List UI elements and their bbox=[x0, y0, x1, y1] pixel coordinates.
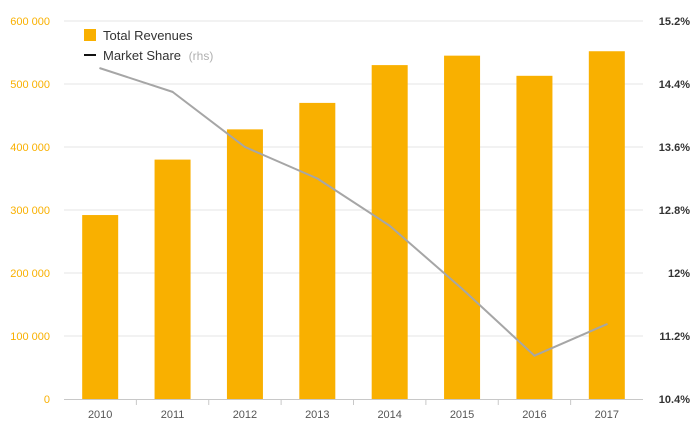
y-right-tick-label-1: 11.2% bbox=[659, 331, 690, 343]
y-left-tick-label-3: 300 000 bbox=[10, 205, 50, 217]
x-tick-label-2010: 2010 bbox=[88, 409, 112, 421]
market-share-point-2011 bbox=[171, 90, 174, 93]
y-left-tick-label-2: 200 000 bbox=[10, 268, 50, 280]
x-tick-label-2012: 2012 bbox=[233, 409, 257, 421]
legend-swatch-total-revenues bbox=[84, 29, 96, 41]
market-share-point-2017 bbox=[605, 323, 608, 326]
y-right-tick-label-5: 14.4% bbox=[659, 79, 690, 91]
bar-2017 bbox=[588, 51, 625, 400]
legend: Total Revenues Market Share (rhs) bbox=[84, 28, 213, 63]
x-tick-label-2014: 2014 bbox=[377, 409, 401, 421]
bar-layer bbox=[82, 51, 625, 400]
y-right-tick-label-3: 12.8% bbox=[659, 205, 690, 217]
x-tick-label-2016: 2016 bbox=[522, 409, 546, 421]
grid-layer bbox=[64, 20, 643, 337]
market-share-point-2014 bbox=[388, 224, 391, 227]
y-left-tick-label-4: 400 000 bbox=[10, 142, 50, 154]
y-left-tick-label-0: 0 bbox=[44, 394, 50, 406]
market-share-point-2012 bbox=[243, 146, 246, 148]
line-layer bbox=[99, 67, 608, 357]
axis-layer: 0 100 000 200 000 300 000 400 000 500 000 600 … bbox=[10, 16, 690, 421]
legend-label-market-share-note: (rhs) bbox=[189, 49, 214, 63]
y-right-tick-label-0: 10.4% bbox=[659, 394, 690, 406]
market-share-point-2010 bbox=[99, 67, 102, 70]
y-right-tick-label-6: 15.2% bbox=[659, 16, 690, 28]
y-right-tick-label-4: 13.6% bbox=[659, 142, 690, 154]
bar-2011 bbox=[154, 159, 191, 399]
market-share-point-2016 bbox=[533, 354, 536, 357]
legend-label-market-share: Market Share (rhs) bbox=[103, 48, 213, 63]
bar-2015 bbox=[444, 55, 481, 400]
bar-2014 bbox=[371, 65, 408, 399]
x-tick-label-2013: 2013 bbox=[305, 409, 329, 421]
market-share-point-2013 bbox=[316, 177, 319, 180]
x-tick-label-2015: 2015 bbox=[450, 409, 474, 421]
market-share-point-2015 bbox=[461, 287, 464, 290]
x-tick-label-2011: 2011 bbox=[161, 409, 185, 421]
y-left-tick-label-1: 100 000 bbox=[10, 331, 50, 343]
x-tick-label-2017: 2017 bbox=[595, 409, 619, 421]
legend-label-total-revenues: Total Revenues bbox=[103, 28, 193, 43]
bar-2010 bbox=[82, 215, 119, 399]
market-share-line bbox=[99, 67, 608, 357]
bar-2012 bbox=[226, 129, 263, 400]
y-left-tick-label-5: 500 000 bbox=[10, 79, 50, 91]
y-left-tick-label-6: 600 000 bbox=[10, 16, 50, 28]
y-right-tick-label-2: 12% bbox=[668, 268, 690, 280]
legend-label-market-share-text: Market Share bbox=[103, 48, 181, 63]
bar-2013 bbox=[299, 102, 336, 400]
